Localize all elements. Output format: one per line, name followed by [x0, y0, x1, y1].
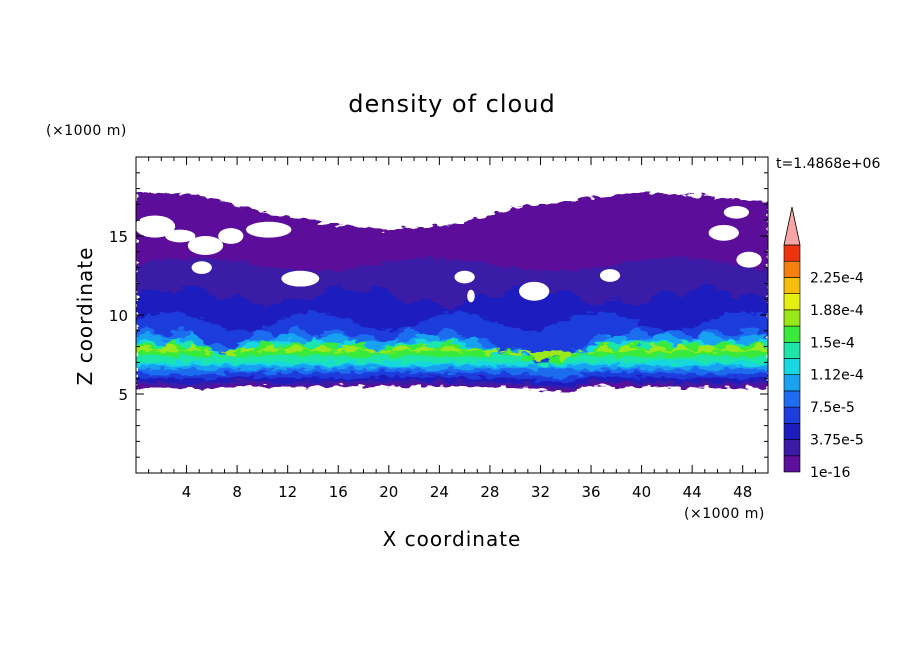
colorbar-swatch	[783, 309, 801, 327]
data-gap	[736, 251, 762, 268]
y-axis-title: Z coordinate	[73, 247, 97, 386]
data-gap	[723, 205, 750, 219]
colorbar-extend-arrow	[783, 206, 801, 246]
colorbar-label: 1.88e-4	[810, 303, 864, 319]
chart-title: density of cloud	[348, 90, 555, 118]
data-gap	[467, 289, 475, 303]
data-gap	[245, 221, 292, 238]
colorbar-label: 3.75e-5	[810, 433, 864, 449]
data-gap	[165, 229, 196, 243]
x-axis-title: X coordinate	[383, 527, 522, 551]
colorbar-swatch	[783, 277, 801, 294]
data-gap	[708, 224, 739, 241]
data-gap	[281, 270, 320, 287]
colorbar-swatch	[783, 390, 801, 408]
data-gap	[599, 269, 621, 282]
x-tick-label: 28	[480, 483, 499, 501]
y-tick-label: 5	[118, 386, 128, 404]
y-axis-ticks: 5 10 15	[109, 172, 768, 458]
colorbar-swatch	[783, 423, 801, 440]
data-gap	[454, 270, 475, 284]
x-tick-label: 8	[232, 483, 242, 501]
data-gap	[187, 236, 224, 255]
contour-bands	[136, 191, 768, 393]
colorbar-swatch	[783, 374, 801, 392]
time-label: t=1.4868e+06	[776, 156, 880, 172]
data-gap	[518, 281, 550, 301]
x-tick-label: 44	[683, 483, 702, 501]
y-tick-label: 10	[109, 307, 128, 325]
y-tick-label: 15	[109, 228, 128, 246]
x-tick-label: 16	[329, 483, 348, 501]
plot-area	[136, 191, 768, 393]
y-axis-unit: (×1000 m)	[46, 123, 127, 139]
x-tick-label: 24	[430, 483, 449, 501]
x-tick-label: 48	[733, 483, 752, 501]
colorbar-swatch	[783, 439, 801, 457]
colorbar-swatch	[783, 341, 801, 359]
colorbar-label: 1.12e-4	[810, 368, 864, 384]
colorbar-swatch	[783, 455, 801, 473]
x-axis-unit: (×1000 m)	[684, 506, 765, 522]
x-tick-label: 36	[581, 483, 600, 501]
data-gap	[218, 228, 244, 244]
colorbar-swatch	[783, 293, 801, 311]
colorbar-label: 1.5e-4	[810, 335, 855, 351]
colorbar-swatch	[783, 244, 801, 262]
x-tick-label: 40	[632, 483, 651, 501]
data-gaps	[136, 205, 762, 303]
colorbar-swatch	[783, 406, 801, 424]
contour-band	[136, 344, 768, 361]
colorbar-label: 7.5e-5	[810, 400, 855, 416]
colorbar-swatch	[783, 260, 801, 278]
x-tick-label: 4	[182, 483, 192, 501]
colorbar-label: 1e-16	[810, 465, 850, 481]
data-gap	[191, 261, 212, 274]
x-tick-label: 12	[278, 483, 297, 501]
x-tick-label: 32	[531, 483, 550, 501]
x-axis-ticks: 4 8 12 16 20 24 28 32 36 40 44 48	[148, 157, 756, 501]
colorbar: 1e-16 3.75e-5 7.5e-5 1.12e-4 1.5e-4 1.88e-4 2.…	[783, 206, 864, 481]
data-gap	[136, 215, 176, 238]
colorbar-label: 2.25e-4	[810, 270, 864, 286]
colorbar-swatch	[783, 325, 801, 343]
colorbar-swatch	[783, 358, 801, 376]
x-tick-label: 20	[379, 483, 398, 501]
